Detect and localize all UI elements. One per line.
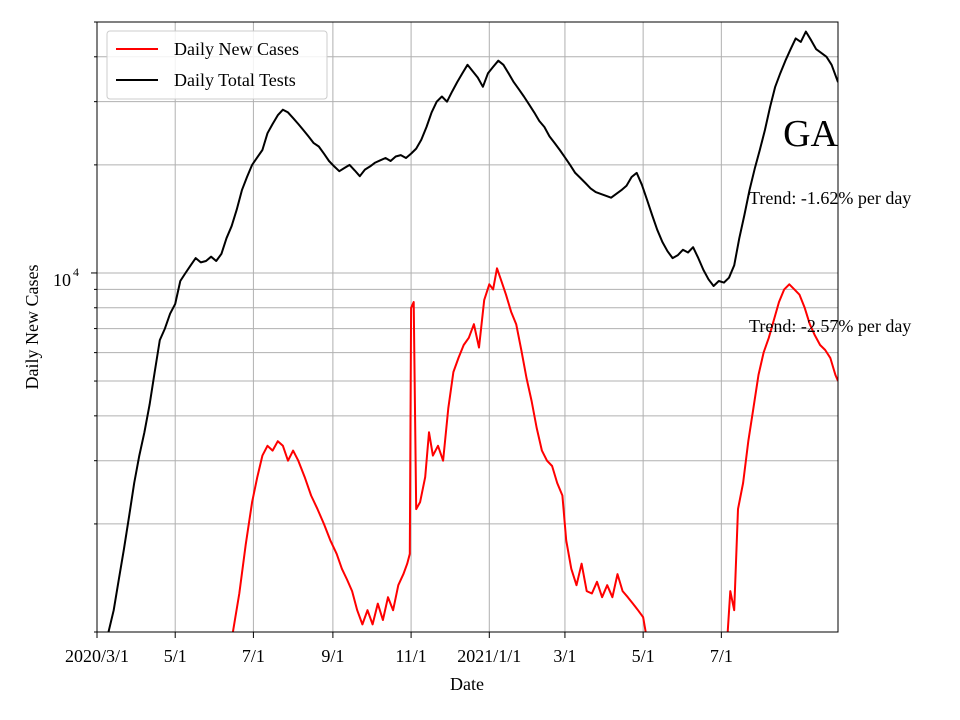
x-tick-label: 9/1 [321,646,344,666]
x-tick-label: 2021/1/1 [457,646,521,666]
y-tick-label-exponent: 4 [73,265,79,279]
x-tick-label: 7/1 [710,646,733,666]
x-tick-label: 5/1 [164,646,187,666]
trend-tests-annotation: Trend: -1.62% per day [749,188,911,208]
legend-label-tests: Daily Total Tests [174,70,296,90]
x-tick-label: 7/1 [242,646,265,666]
grid-lines [96,21,838,633]
y-tick-label-10000: 10 4 [53,265,79,290]
legend-box [106,30,328,100]
plot-area [107,30,838,632]
x-tick-label: 11/1 [395,646,426,666]
trend-cases-annotation: Trend: -2.57% per day [749,316,911,336]
legend-label-cases: Daily New Cases [174,39,299,59]
axes-frame [96,21,839,633]
state-label: GA [783,113,838,155]
y-axis-label: Daily New Cases [22,265,42,390]
series-line-cases [231,267,647,632]
x-tick-label: 2020/3/1 [65,646,129,666]
axis-ticks: 2020/3/1 5/1 7/1 9/1 11/1 2021/1/1 3/1 5/1 7/1 [65,21,733,666]
y-tick-label-base: 10 [53,270,71,290]
series-line-cases-after-gap [726,283,838,632]
x-tick-label: 5/1 [632,646,655,666]
series-line-tests [107,30,838,632]
legend: Daily New Cases Daily Total Tests [106,30,328,100]
x-tick-label: 3/1 [553,646,576,666]
x-axis-label: Date [450,674,484,694]
